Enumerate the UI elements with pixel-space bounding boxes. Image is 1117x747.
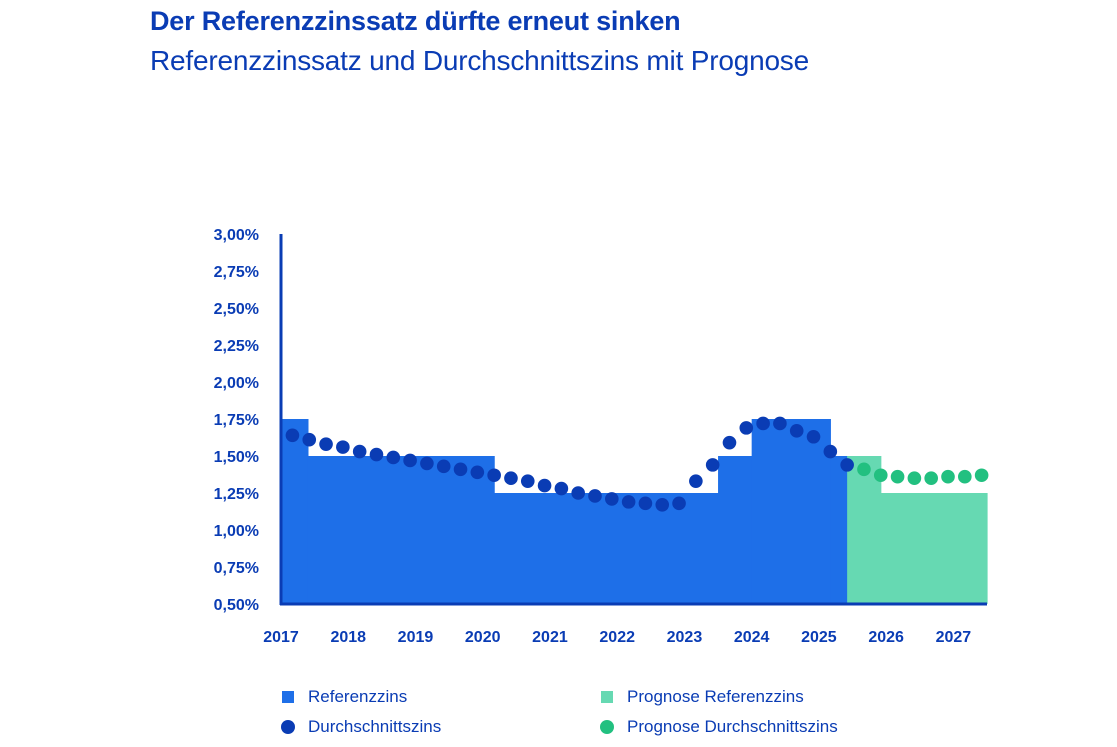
x-tick-label: 2026 xyxy=(868,629,904,646)
forecast-ref-bar-0 xyxy=(847,456,882,604)
legend-swatch-ref-forecast xyxy=(601,691,613,703)
x-tick-label: 2025 xyxy=(801,629,837,646)
avg-point xyxy=(739,421,754,435)
y-tick-label: 1,75% xyxy=(214,412,259,429)
avg-point xyxy=(453,462,468,477)
x-tick-label: 2027 xyxy=(936,629,972,646)
x-tick-label: 2023 xyxy=(667,629,703,646)
ref-bar-1 xyxy=(307,456,495,604)
avg-point xyxy=(554,481,569,496)
forecast-avg-point xyxy=(924,471,938,486)
x-tick-label: 2021 xyxy=(532,629,568,646)
forecast-ref-bar-1 xyxy=(880,493,988,604)
y-tick-label: 1,00% xyxy=(214,523,259,540)
legend-label-avg: Durchschnittszins xyxy=(308,717,442,736)
avg-point xyxy=(705,458,720,472)
x-tick-label: 2024 xyxy=(734,629,770,646)
avg-point xyxy=(840,458,854,472)
y-tick-label: 2,50% xyxy=(214,301,259,318)
y-tick-label: 2,25% xyxy=(214,338,259,355)
forecast-avg-point xyxy=(907,471,922,486)
avg-point xyxy=(436,459,451,474)
legend-item-ref-forecast: Prognose Referenzzins xyxy=(601,687,804,707)
y-tick-label: 1,25% xyxy=(214,486,259,503)
legend-swatch-avg xyxy=(281,720,295,734)
y-tick-label: 3,00% xyxy=(214,227,259,244)
avg-point xyxy=(621,495,636,509)
avg-point xyxy=(319,437,333,451)
legend-item-avg-forecast: Prognose Durchschnittszins xyxy=(600,717,838,737)
legend-label-ref-forecast: Prognose Referenzzins xyxy=(627,687,804,706)
forecast-avg-point xyxy=(941,469,955,484)
forecast-avg-point xyxy=(890,469,905,484)
avg-point xyxy=(806,429,821,444)
avg-point xyxy=(571,486,585,500)
avg-point xyxy=(655,498,670,512)
avg-point xyxy=(823,444,838,459)
x-tick-label: 2022 xyxy=(599,629,635,646)
legend-item-avg: Durchschnittszins xyxy=(281,717,441,737)
ref-bar-2 xyxy=(494,493,719,604)
avg-point xyxy=(689,474,703,488)
ref-bar-4 xyxy=(751,419,831,604)
y-tick-label: 2,75% xyxy=(214,264,259,281)
avg-point xyxy=(386,450,401,465)
avg-point xyxy=(722,435,737,450)
forecast-avg-point xyxy=(974,468,989,483)
legend-swatch-avg-forecast xyxy=(600,720,614,734)
legend-item-ref: Referenzzins xyxy=(282,687,407,707)
y-tick-label: 2,00% xyxy=(214,375,259,392)
y-tick-label: 0,50% xyxy=(214,597,259,614)
avg-point xyxy=(352,444,367,459)
avg-point xyxy=(504,471,518,486)
x-tick-label: 2017 xyxy=(263,629,299,646)
forecast-avg-point xyxy=(857,462,871,477)
avg-point xyxy=(487,468,501,483)
x-tick-label: 2018 xyxy=(330,629,366,646)
avg-point xyxy=(369,447,384,462)
avg-point xyxy=(403,453,417,468)
avg-point xyxy=(789,424,804,438)
y-tick-label: 0,75% xyxy=(214,560,259,577)
avg-point xyxy=(672,496,686,511)
x-tick-label: 2020 xyxy=(465,629,501,646)
ref-bar-5 xyxy=(830,456,848,604)
forecast-avg-point xyxy=(873,468,888,483)
legend-swatch-ref xyxy=(282,691,294,703)
y-tick-label: 1,50% xyxy=(214,449,259,466)
x-tick-label: 2019 xyxy=(398,629,434,646)
avg-point xyxy=(470,465,485,480)
chart-subtitle: Referenzzinssatz und Durchschnittszins m… xyxy=(150,45,809,76)
avg-point xyxy=(773,416,787,431)
legend-label-avg-forecast: Prognose Durchschnittszins xyxy=(627,717,838,736)
avg-point xyxy=(588,489,602,503)
ref-bar-3 xyxy=(718,456,753,604)
avg-point xyxy=(285,428,300,443)
ref-bar-0 xyxy=(281,419,309,604)
legend-label-ref: Referenzzins xyxy=(308,687,408,706)
avg-point xyxy=(336,440,350,454)
avg-point xyxy=(537,478,552,493)
avg-point xyxy=(605,492,619,506)
avg-point xyxy=(756,416,770,431)
avg-point xyxy=(520,474,535,488)
avg-point xyxy=(302,432,317,447)
avg-point xyxy=(420,456,434,471)
avg-point xyxy=(638,496,653,511)
forecast-avg-point xyxy=(958,469,972,484)
chart-title: Der Referenzzinssatz dürfte erneut sinke… xyxy=(150,6,681,36)
